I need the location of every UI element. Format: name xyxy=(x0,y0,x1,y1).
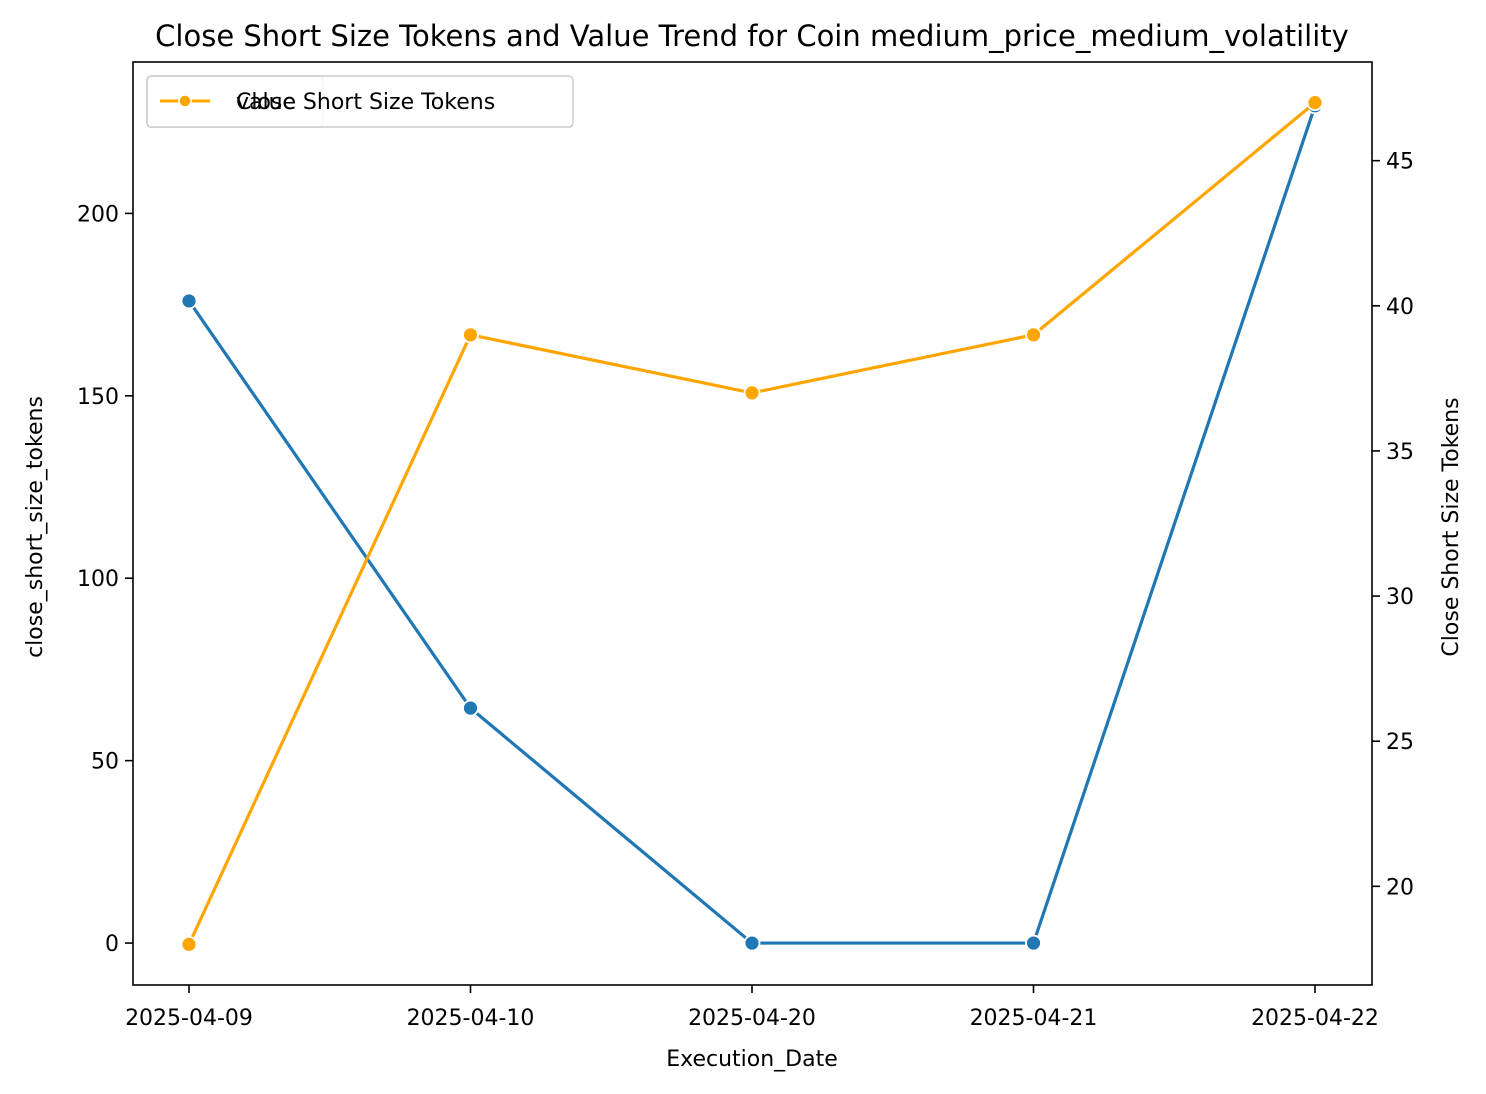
series-close-short-point xyxy=(1025,326,1042,344)
x-tick-label: 2025-04-09 xyxy=(125,1006,253,1031)
right-y-tick-label: 20 xyxy=(1386,875,1414,900)
legend-value-text-front: value xyxy=(236,90,296,115)
x-axis: 2025-04-09 2025-04-10 2025-04-20 2025-04-21… xyxy=(125,985,1379,1031)
left-y-tick-label: 100 xyxy=(77,567,119,592)
series-layer xyxy=(180,94,1324,953)
x-tick-label: 2025-04-22 xyxy=(1251,1006,1379,1031)
chart-title: Close Short Size Tokens and Value Trend … xyxy=(155,19,1349,53)
series-value-point xyxy=(1025,934,1042,952)
legend-close-short: Close Short Size Tokens xyxy=(146,75,574,128)
right-y-tick-label: 35 xyxy=(1386,440,1414,465)
left-y-tick-label: 200 xyxy=(77,202,119,227)
legend-close-short-marker-icon xyxy=(178,94,192,108)
right-y-tick-label: 30 xyxy=(1386,585,1414,610)
right-y-axis-label: Close Short Size Tokens xyxy=(1439,397,1464,656)
legend-close-short-text: Close Short Size Tokens xyxy=(236,90,495,115)
left-y-axis-label: close_short_size_tokens xyxy=(23,396,48,658)
left-y-axis: 0 50 100 150 200 xyxy=(77,202,133,957)
left-y-tick-label: 150 xyxy=(77,385,119,410)
series-close-short-point xyxy=(1306,94,1324,112)
left-y-tick-label: 0 xyxy=(105,932,119,957)
series-close-short-point xyxy=(462,326,479,344)
plot-frame xyxy=(132,61,1373,986)
series-close-short-point xyxy=(743,384,761,402)
left-y-tick-label: 50 xyxy=(91,750,119,775)
x-tick-label: 2025-04-20 xyxy=(688,1006,816,1031)
series-close-short-line xyxy=(187,101,1317,946)
right-y-axis: 20 25 30 35 40 45 xyxy=(1372,150,1414,900)
series-value-line xyxy=(187,105,1317,945)
series-value-point xyxy=(462,699,479,717)
x-axis-label: Execution_Date xyxy=(666,1047,838,1072)
series-value-point xyxy=(180,292,198,310)
legend-close-short-box xyxy=(146,75,574,128)
series-value-point xyxy=(743,934,761,952)
right-y-tick-label: 45 xyxy=(1386,150,1414,175)
series-close-short-point xyxy=(180,935,198,953)
right-y-tick-label: 25 xyxy=(1386,730,1414,755)
x-tick-label: 2025-04-10 xyxy=(407,1006,535,1031)
x-tick-label: 2025-04-21 xyxy=(970,1006,1098,1031)
right-y-tick-label: 40 xyxy=(1386,295,1414,320)
